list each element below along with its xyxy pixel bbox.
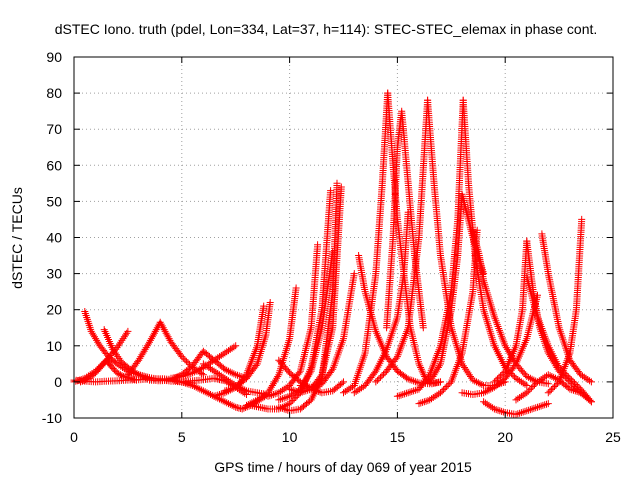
series-track bbox=[512, 371, 585, 404]
data-point-markers bbox=[350, 208, 412, 397]
data-point-markers bbox=[458, 291, 541, 398]
y-tick-label: 30 bbox=[46, 266, 62, 282]
y-tick-label: 20 bbox=[46, 302, 62, 318]
series-track bbox=[340, 89, 392, 397]
y-tick-label: 50 bbox=[46, 193, 62, 209]
x-axis-label: GPS time / hours of day 069 of year 2015 bbox=[214, 459, 472, 475]
axis-ticks: 0 5 10 15 20 25 -10 0 10 20 30 40 50 60 70 80 90 bbox=[42, 49, 621, 445]
data-point-markers bbox=[296, 270, 358, 391]
data-point-markers bbox=[221, 299, 274, 395]
series-track bbox=[459, 96, 531, 389]
grid-lines bbox=[74, 57, 613, 418]
series-track bbox=[372, 96, 432, 386]
y-tick-label: 60 bbox=[46, 157, 62, 173]
data-point-markers bbox=[340, 89, 392, 397]
series-track bbox=[221, 299, 274, 395]
data-point-markers bbox=[275, 356, 347, 397]
data-point-markers bbox=[415, 226, 481, 408]
y-axis-label: dSTEC / TECUs bbox=[9, 187, 25, 289]
chart-title: dSTEC Iono. truth (pdel, Lon=334, Lat=37… bbox=[55, 21, 598, 37]
data-point-markers bbox=[512, 371, 585, 404]
x-tick-label: 0 bbox=[70, 429, 78, 445]
series-track bbox=[275, 356, 347, 397]
data-point-markers bbox=[393, 96, 467, 400]
data-point-markers bbox=[490, 237, 531, 386]
y-tick-label: 70 bbox=[46, 121, 62, 137]
data-point-markers bbox=[523, 273, 595, 406]
data-points bbox=[70, 89, 595, 418]
series-track bbox=[415, 226, 481, 408]
series-track bbox=[393, 96, 467, 400]
y-tick-label: 90 bbox=[46, 49, 62, 65]
y-tick-label: 0 bbox=[54, 374, 62, 390]
y-tick-label: 10 bbox=[46, 338, 62, 354]
series-track bbox=[350, 208, 412, 397]
data-point-markers bbox=[372, 96, 432, 386]
data-point-markers bbox=[459, 96, 531, 389]
x-tick-label: 20 bbox=[497, 429, 513, 445]
data-point-markers bbox=[383, 107, 427, 332]
series-track bbox=[458, 291, 541, 398]
series-track bbox=[490, 237, 531, 386]
y-tick-label: -10 bbox=[42, 410, 62, 426]
series-track bbox=[523, 273, 595, 406]
series-track bbox=[167, 342, 240, 382]
series-track bbox=[296, 270, 358, 391]
series-track bbox=[544, 215, 586, 397]
x-tick-label: 5 bbox=[178, 429, 186, 445]
y-tick-label: 40 bbox=[46, 230, 62, 246]
series-track bbox=[383, 107, 427, 332]
y-tick-label: 80 bbox=[46, 85, 62, 101]
x-tick-label: 15 bbox=[390, 429, 406, 445]
x-tick-label: 10 bbox=[282, 429, 298, 445]
x-tick-label: 25 bbox=[605, 429, 621, 445]
data-point-markers bbox=[544, 215, 586, 397]
data-point-markers bbox=[167, 342, 240, 382]
